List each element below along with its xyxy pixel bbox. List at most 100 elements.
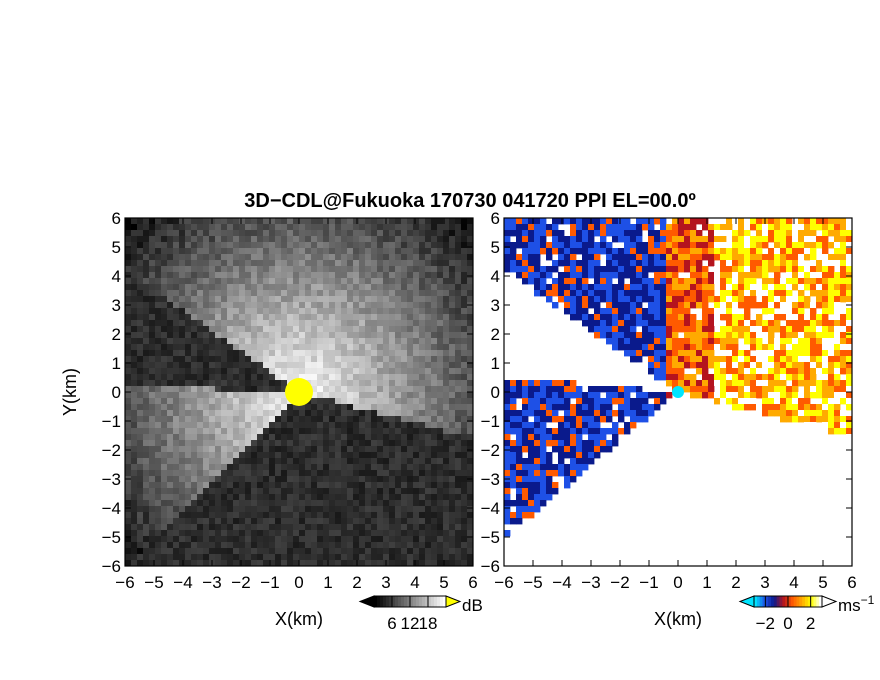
left-data-cell: [209, 260, 216, 267]
right-data-cell: [798, 314, 805, 321]
left-data-cell: [179, 302, 186, 309]
left-data-cell: [455, 218, 462, 225]
left-data-cell: [167, 254, 174, 261]
left-data-cell: [287, 428, 294, 435]
left-data-cell: [203, 242, 210, 249]
right-data-cell: [582, 392, 589, 399]
right-data-cell: [810, 326, 817, 333]
left-data-cell: [443, 554, 450, 561]
right-data-cell: [636, 404, 643, 411]
right-data-cell: [684, 350, 691, 357]
left-data-cell: [179, 416, 186, 423]
left-data-cell: [329, 278, 336, 285]
left-data-cell: [389, 482, 396, 489]
left-data-cell: [275, 272, 282, 279]
left-data-cell: [191, 416, 198, 423]
left-data-cell: [365, 284, 372, 291]
right-data-cell: [834, 302, 841, 309]
right-data-cell: [594, 290, 601, 297]
right-plot-image: [504, 218, 853, 537]
left-data-cell: [257, 224, 264, 231]
left-data-cell: [365, 242, 372, 249]
left-data-cell: [197, 548, 204, 555]
left-data-cell: [347, 434, 354, 441]
left-data-cell: [305, 434, 312, 441]
right-data-cell: [642, 326, 649, 333]
right-data-cell: [654, 290, 661, 297]
left-data-cell: [317, 416, 324, 423]
left-data-cell: [377, 296, 384, 303]
left-data-cell: [443, 536, 450, 543]
left-data-cell: [125, 338, 132, 345]
left-data-cell: [125, 500, 132, 507]
left-data-cell: [431, 230, 438, 237]
left-data-cell: [281, 368, 288, 375]
left-data-cell: [353, 434, 360, 441]
left-data-cell: [203, 500, 210, 507]
left-data-cell: [401, 422, 408, 429]
left-data-cell: [263, 440, 270, 447]
left-data-cell: [257, 524, 264, 531]
left-data-cell: [389, 290, 396, 297]
left-data-cell: [245, 254, 252, 261]
left-data-cell: [209, 296, 216, 303]
left-data-cell: [353, 560, 360, 567]
left-data-cell: [257, 494, 264, 501]
left-data-cell: [125, 530, 132, 537]
left-data-cell: [161, 494, 168, 501]
left-data-cell: [431, 416, 438, 423]
right-data-cell: [828, 230, 835, 237]
left-data-cell: [371, 530, 378, 537]
left-data-cell: [305, 410, 312, 417]
left-data-cell: [257, 248, 264, 255]
left-data-cell: [425, 536, 432, 543]
left-data-cell: [197, 218, 204, 225]
left-data-cell: [161, 242, 168, 249]
left-data-cell: [329, 398, 336, 405]
right-data-cell: [732, 302, 739, 309]
right-data-cell: [504, 224, 511, 231]
left-data-cell: [449, 338, 456, 345]
left-data-cell: [347, 416, 354, 423]
left-data-cell: [335, 422, 342, 429]
right-data-cell: [636, 392, 643, 399]
left-data-cell: [413, 500, 420, 507]
left-data-cell: [221, 254, 228, 261]
right-data-cell: [804, 266, 811, 273]
left-data-cell: [281, 362, 288, 369]
right-data-cell: [552, 260, 559, 267]
left-data-cell: [395, 302, 402, 309]
left-data-cell: [431, 308, 438, 315]
right-data-cell: [786, 392, 793, 399]
left-data-cell: [365, 488, 372, 495]
left-data-cell: [425, 302, 432, 309]
right-data-cell: [708, 386, 715, 393]
left-data-cell: [317, 452, 324, 459]
left-data-cell: [299, 224, 306, 231]
right-data-cell: [630, 302, 637, 309]
left-data-cell: [437, 242, 444, 249]
right-data-cell: [714, 224, 721, 231]
left-data-cell: [227, 512, 234, 519]
left-data-cell: [281, 296, 288, 303]
left-data-cell: [167, 440, 174, 447]
left-data-cell: [455, 254, 462, 261]
left-data-cell: [371, 404, 378, 411]
left-data-cell: [161, 524, 168, 531]
left-data-cell: [299, 272, 306, 279]
right-data-cell: [738, 332, 745, 339]
left-data-cell: [233, 260, 240, 267]
left-data-cell: [143, 458, 150, 465]
left-data-cell: [341, 254, 348, 261]
left-data-cell: [365, 404, 372, 411]
left-data-cell: [155, 320, 162, 327]
left-data-cell: [347, 260, 354, 267]
left-data-cell: [233, 392, 240, 399]
right-data-cell: [756, 224, 763, 231]
right-data-cell: [654, 392, 661, 399]
left-data-cell: [251, 440, 258, 447]
left-data-cell: [233, 338, 240, 345]
left-data-cell: [215, 464, 222, 471]
right-data-cell: [672, 248, 679, 255]
left-data-cell: [221, 272, 228, 279]
